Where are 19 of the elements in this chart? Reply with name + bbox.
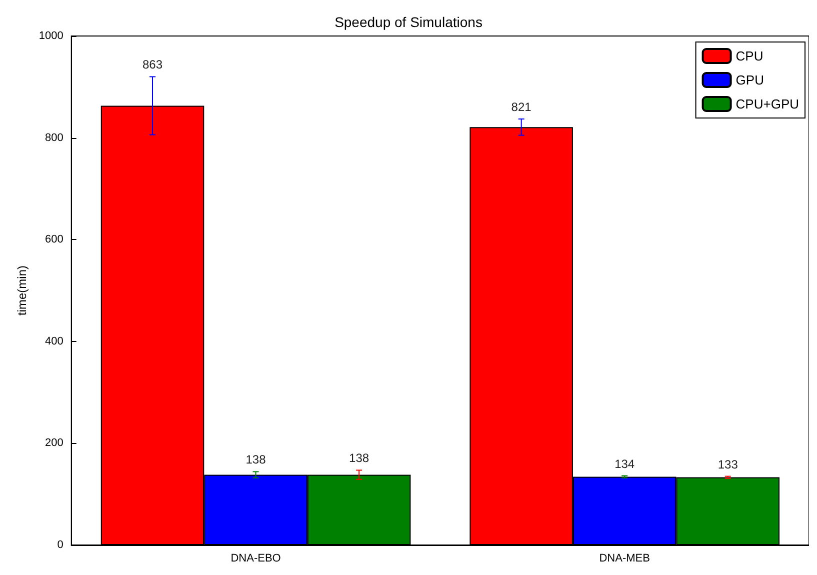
legend-label: GPU	[736, 72, 764, 88]
data-label: 134	[614, 456, 635, 471]
y-tick-label: 0	[57, 539, 64, 551]
data-label: 863	[142, 58, 163, 72]
data-label: 133	[718, 457, 738, 472]
y-tick-label: 800	[45, 132, 64, 144]
y-tick-label: 200	[45, 437, 64, 450]
y-tick-label: 400	[45, 335, 64, 348]
data-label: 138	[349, 451, 370, 466]
legend-label: CPU+GPU	[736, 96, 800, 112]
y-tick-label: 600	[45, 234, 64, 246]
legend-label: CPU	[736, 48, 764, 64]
data-label: 821	[511, 100, 532, 114]
y-tick-label: 1000	[38, 30, 64, 42]
data-label: 138	[246, 452, 266, 467]
x-tick-label: DNA-EBO	[230, 552, 282, 564]
y-axis-title: time(min)	[15, 266, 29, 316]
chart-title: Speedup of Simulations	[334, 14, 482, 30]
x-tick-label: DNA-MEB	[599, 552, 650, 564]
